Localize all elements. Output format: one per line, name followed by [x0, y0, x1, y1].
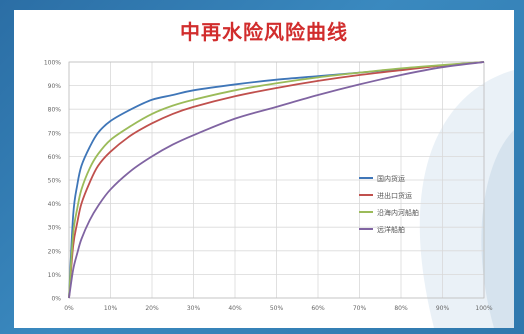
legend-label: 国内货运 [377, 174, 405, 183]
x-tick-label: 80% [394, 305, 408, 312]
y-tick-label: 90% [48, 83, 62, 90]
x-tick-label: 70% [353, 305, 367, 312]
y-tick-label: 30% [48, 225, 62, 232]
x-tick-label: 60% [311, 305, 325, 312]
risk-curve-chart: 0% 10% 20% 30% 40% 50% 60% 70% 80% 90% 100% 0% 10% 2… [44, 60, 493, 313]
x-tick-label: 0% [64, 305, 74, 312]
x-tick-label: 100% [475, 305, 492, 312]
y-tick-label: 40% [48, 201, 62, 208]
series-line-4 [68, 61, 485, 299]
x-tick-label: 10% [104, 305, 118, 312]
legend-label: 进出口货运 [377, 191, 412, 200]
x-tick-label: 40% [228, 305, 242, 312]
x-tick-label: 30% [187, 305, 201, 312]
series-line-2 [68, 61, 485, 299]
series-line-3 [68, 61, 485, 299]
y-tick-label: 20% [48, 248, 62, 255]
chart-title: 中再水险风险曲线 [180, 20, 348, 44]
legend-label: 远洋船舶 [377, 225, 405, 234]
y-tick-label: 50% [48, 178, 62, 185]
series-lines [68, 61, 485, 299]
plot-area-border [68, 61, 485, 299]
grid-lines [68, 61, 485, 299]
chart-canvas: 中再水险风险曲线 0% 10% 20% 30% 40% 50% 60% 70% 80% 90% 10… [14, 10, 514, 328]
y-axis-ticks: 0% 10% 20% 30% 40% 50% 60% 70% 80% 90% 100% [44, 60, 61, 303]
legend-label: 沿海内河船舶 [377, 208, 419, 217]
y-tick-label: 70% [48, 130, 62, 137]
x-axis-ticks: 0% 10% 20% 30% 40% 50% 60% 70% 80% 90% 100% [64, 305, 493, 312]
y-tick-label: 100% [44, 60, 61, 67]
x-tick-label: 90% [436, 305, 450, 312]
background-swoosh-decoration [419, 70, 514, 328]
x-tick-label: 20% [145, 305, 159, 312]
y-tick-label: 60% [48, 154, 62, 161]
y-tick-label: 80% [48, 107, 62, 114]
y-tick-label: 10% [48, 272, 62, 279]
y-tick-label: 0% [51, 296, 61, 303]
x-tick-label: 50% [270, 305, 284, 312]
